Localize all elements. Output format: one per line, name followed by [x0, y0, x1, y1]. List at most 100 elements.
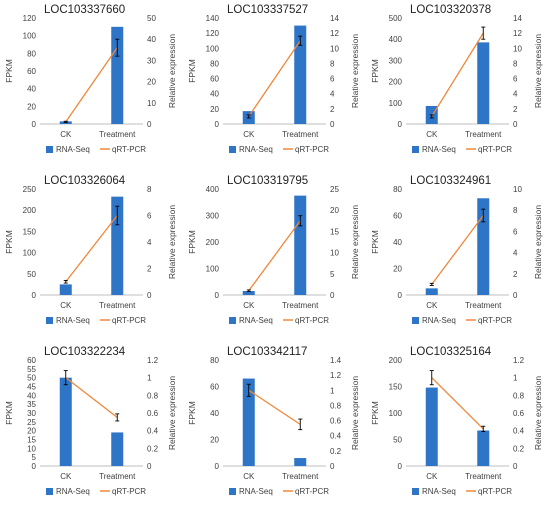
legend-bar-swatch — [229, 146, 236, 153]
right-tick-label: 6 — [513, 75, 518, 84]
right-tick-label: 20 — [147, 78, 156, 87]
left-tick-label: 200 — [23, 206, 37, 215]
legend-bar-label: RNA-Seq — [422, 316, 456, 325]
left-tick-label: 20 — [27, 102, 36, 111]
right-axis-label: Relative expression — [350, 34, 360, 108]
left-tick-label: 500 — [389, 14, 403, 23]
right-tick-label: 0.6 — [147, 409, 159, 418]
right-axis-label: Relative expression — [533, 376, 543, 450]
right-tick-label: 5 — [330, 270, 335, 279]
left-tick-label: 5 — [32, 453, 37, 462]
rnaseq-bar — [59, 377, 72, 466]
right-tick-label: 0.8 — [513, 391, 525, 400]
left-tick-label: 45 — [27, 383, 36, 392]
right-tick-label: 4 — [330, 90, 335, 99]
category-label: Treatment — [465, 472, 502, 481]
category-label: CK — [243, 472, 255, 481]
left-tick-label: 0 — [215, 291, 220, 300]
legend-bar-swatch — [229, 317, 236, 324]
rnaseq-bar — [294, 195, 307, 295]
right-tick-label: 10 — [147, 99, 156, 108]
chart-title: LOC103324961 — [410, 175, 491, 187]
qrtpcr-error-bar — [298, 418, 303, 431]
chart-svg: LOC10332223405101520253035404550556000.2… — [4, 346, 177, 496]
category-label: Treatment — [282, 472, 319, 481]
right-tick-label: 2 — [513, 105, 518, 114]
legend-line-label: qRT-PCR — [295, 487, 329, 496]
qrtpcr-error-bar — [115, 205, 120, 226]
left-tick-label: 35 — [27, 400, 36, 409]
qrtpcr-line — [65, 377, 118, 418]
qrtpcr-error-bar — [246, 114, 251, 119]
chart-title: LOC103337660 — [44, 4, 125, 16]
right-tick-label: 14 — [330, 14, 339, 23]
qrtpcr-line — [431, 377, 484, 430]
qrtpcr-error-bar — [63, 370, 68, 386]
left-tick-label: 40 — [27, 391, 36, 400]
rnaseq-bar — [111, 196, 124, 295]
left-tick-label: 200 — [206, 238, 220, 247]
qrtpcr-error-bar — [481, 26, 486, 40]
right-tick-label: 1.2 — [513, 356, 525, 365]
legend-line-label: qRT-PCR — [112, 487, 146, 496]
right-tick-label: 1 — [330, 386, 335, 395]
chart-panel: LOC103326064 0 50 100 150 200 250 0 2 4 6 8 FPKM Rela… — [0, 171, 183, 342]
rnaseq-bar — [425, 288, 438, 295]
right-tick-label: 0.4 — [330, 432, 342, 441]
chart-svg: LOC103319795 0 100 200 300 400 0 5 10 15 20 25 FPKM R… — [187, 175, 360, 325]
left-tick-label: 100 — [23, 249, 37, 258]
chart-title: LOC103320378 — [410, 4, 491, 16]
qrtpcr-error-bar — [298, 35, 303, 46]
left-tick-label: 20 — [210, 436, 219, 445]
qrtpcr-error-bar — [429, 370, 434, 386]
right-tick-label: 8 — [513, 59, 518, 68]
left-tick-label: 300 — [389, 56, 403, 65]
left-tick-label: 0 — [32, 291, 37, 300]
left-tick-label: 80 — [393, 185, 402, 194]
right-axis-label: Relative expression — [167, 205, 177, 279]
right-tick-label: 10 — [330, 249, 339, 258]
legend-bar-label: RNA-Seq — [56, 316, 90, 325]
left-tick-label: 100 — [206, 44, 220, 53]
category-label: CK — [243, 130, 255, 139]
left-tick-label: 150 — [389, 383, 403, 392]
category-label: CK — [426, 472, 438, 481]
qrtpcr-line — [65, 47, 118, 123]
category-label: CK — [60, 130, 72, 139]
chart-svg: LOC103337660 0 20 40 60 80 100 120 0 10 20 30 40 50 FP… — [4, 4, 177, 154]
qrtpcr-error-bar — [429, 114, 434, 119]
legend-bar-swatch — [412, 317, 419, 324]
right-tick-label: 8 — [147, 185, 152, 194]
chart-panel: LOC103319795 0 100 200 300 400 0 5 10 15 20 25 FPKM R… — [183, 171, 366, 342]
left-tick-label: 25 — [27, 418, 36, 427]
left-tick-label: 20 — [27, 427, 36, 436]
right-axis-label: Relative expression — [350, 376, 360, 450]
rnaseq-bar — [111, 432, 124, 466]
left-tick-label: 0 — [398, 462, 403, 471]
category-label: CK — [60, 301, 72, 310]
right-tick-label: 10 — [513, 185, 522, 194]
legend-bar-label: RNA-Seq — [239, 316, 273, 325]
left-tick-label: 60 — [27, 67, 36, 76]
chart-title: LOC103322234 — [44, 346, 126, 358]
right-tick-label: 0.2 — [513, 444, 525, 453]
chart-panel: LOC103322234 0 5 10 15 20 25 30 35 40 45 50 55 60 0 0.2… — [0, 342, 183, 513]
right-tick-label: 1.2 — [147, 356, 159, 365]
right-tick-label: 1 — [147, 374, 152, 383]
chart-panel: LOC103320378 0 100 200 300 400 500 0 2 4 6 8 10 12 14 F… — [366, 0, 549, 171]
rnaseq-bar — [294, 25, 307, 125]
rnaseq-bar — [477, 430, 490, 466]
qrtpcr-error-bar — [115, 38, 120, 57]
right-tick-label: 0 — [513, 291, 518, 300]
right-tick-label: 0 — [513, 120, 518, 129]
right-tick-label: 0.2 — [147, 444, 159, 453]
chart-svg: LOC103342117 0 20 40 60 80 0 0.2 0.4 0.6 0.8 1 1.2 1.… — [187, 346, 360, 496]
category-label: CK — [60, 472, 72, 481]
right-tick-label: 0 — [330, 120, 335, 129]
left-tick-label: 100 — [389, 409, 403, 418]
right-tick-label: 0.2 — [330, 447, 342, 456]
rnaseq-bar — [242, 378, 255, 466]
qrtpcr-error-bar — [429, 282, 434, 286]
left-axis-label: FPKM — [187, 59, 197, 83]
left-axis-label: FPKM — [370, 230, 380, 254]
